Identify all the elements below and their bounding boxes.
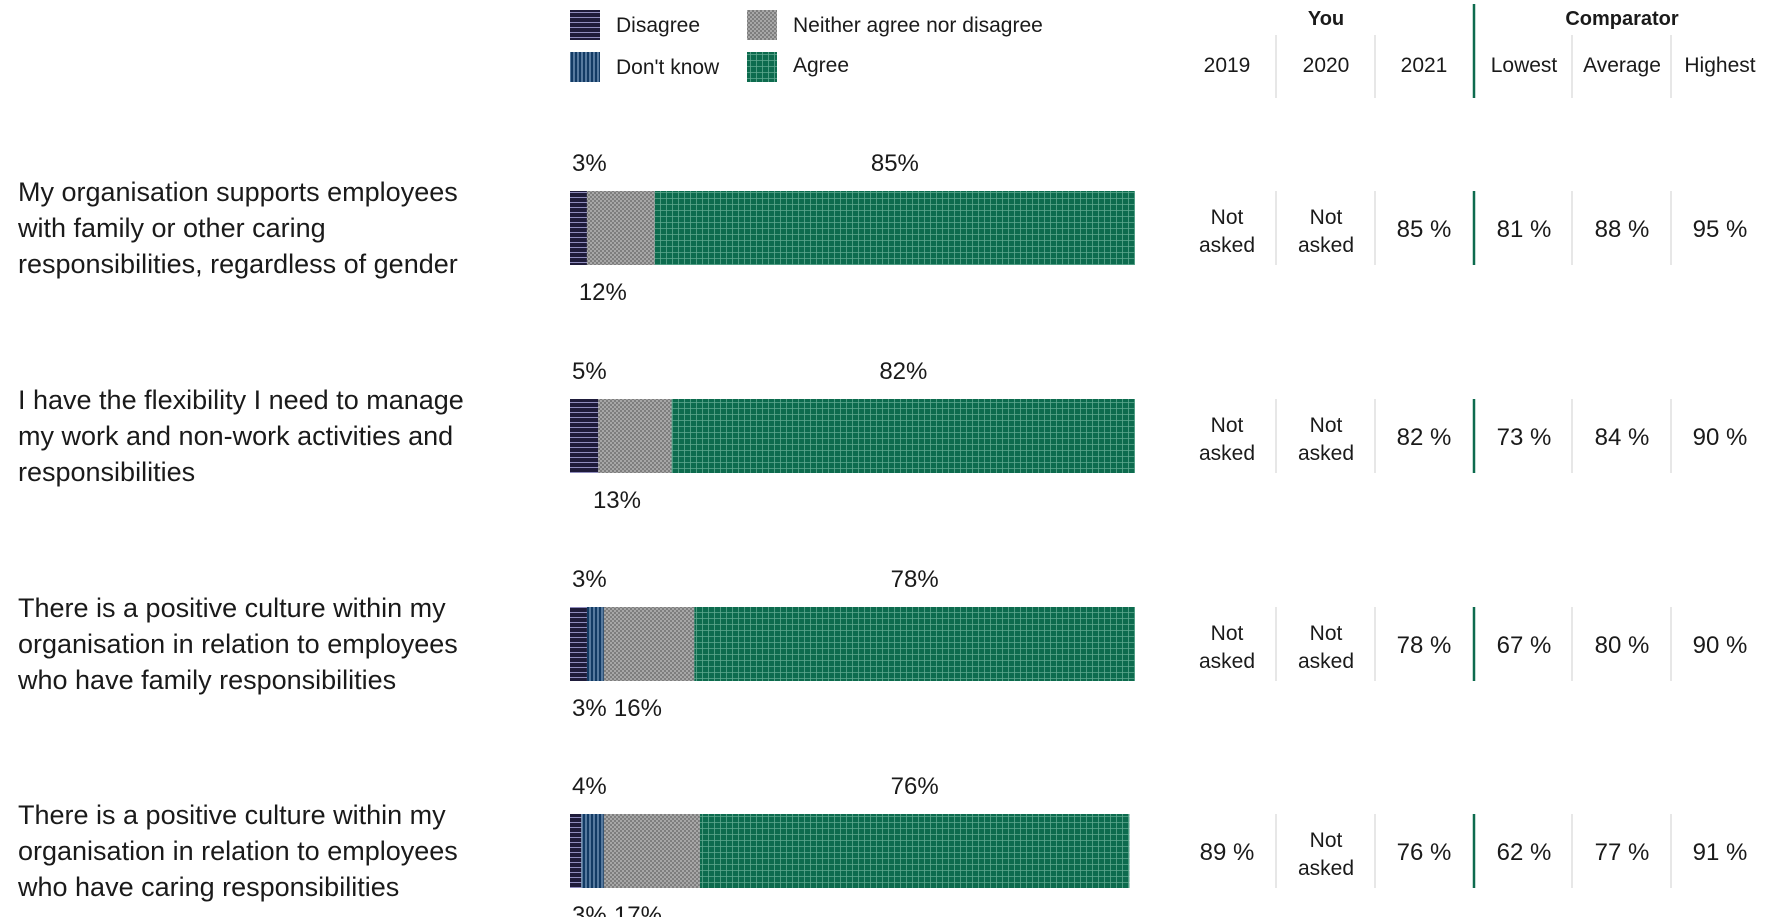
- data-label: 13%: [593, 487, 641, 514]
- bar-segment-disagree: [570, 814, 582, 888]
- table-cell: 90 %: [1693, 632, 1748, 659]
- question-label: my work and non-work activities and: [18, 421, 453, 451]
- table-cell: Not asked: [1298, 829, 1354, 880]
- question-label: who have family responsibilities: [17, 665, 396, 695]
- table-cell: Not asked: [1199, 622, 1255, 673]
- table-cell: Not asked: [1298, 414, 1354, 465]
- table-cell: 95 %: [1693, 216, 1748, 243]
- table-cell: 81 %: [1497, 216, 1552, 243]
- table-cell: 91 %: [1693, 839, 1748, 866]
- legend-swatch-disagree: [570, 10, 600, 40]
- bar-segment-dont-know: [586, 607, 604, 681]
- question-label: I have the flexibility I need to manage: [18, 385, 464, 415]
- question-label: organisation in relation to employees: [18, 629, 458, 659]
- table-cell: 88 %: [1595, 216, 1650, 243]
- table-cell: 67 %: [1497, 632, 1552, 659]
- bar-segment-neither: [603, 814, 700, 888]
- table-cell: 62 %: [1497, 839, 1552, 866]
- bar-segment-disagree: [570, 607, 587, 681]
- table-cell: 85 %: [1397, 216, 1452, 243]
- table-cell: 84 %: [1595, 424, 1650, 451]
- table-header: You Comparator 2019 2020 2021 Lowest Average Hi…: [1204, 4, 1756, 98]
- bar-segment-agree: [699, 814, 1130, 888]
- table-group-you: You: [1308, 8, 1344, 30]
- table-cell: 73 %: [1497, 424, 1552, 451]
- legend: Disagree Neither agree nor disagree Don't …: [570, 10, 1043, 82]
- legend-label-neither: Neither agree nor disagree: [793, 14, 1043, 37]
- table-cell: 80 %: [1595, 632, 1650, 659]
- data-label: 3%: [572, 695, 607, 722]
- table-cell: Not asked: [1199, 414, 1255, 465]
- data-label: 3%: [572, 566, 607, 593]
- legend-label-agree: Agree: [793, 54, 849, 77]
- bar-segment-agree: [694, 607, 1135, 681]
- legend-swatch-dont_know: [570, 52, 600, 82]
- table-cell: 90 %: [1693, 424, 1748, 451]
- table-cell: 76 %: [1397, 839, 1452, 866]
- table-cell: Not asked: [1298, 206, 1354, 257]
- data-label: 17%: [614, 902, 662, 917]
- bar-segment-disagree: [570, 399, 599, 473]
- legend-swatch-agree: [747, 52, 777, 82]
- data-label: 3%: [572, 150, 607, 177]
- data-label: 78%: [891, 566, 939, 593]
- data-label: 85%: [871, 150, 919, 177]
- question-label: responsibilities, regardless of gender: [18, 249, 458, 279]
- bar-segment-neither: [586, 191, 655, 265]
- data-label: 3%: [572, 902, 607, 917]
- chart-row: There is a positive culture within my org…: [17, 773, 1747, 917]
- table-cell: 82 %: [1397, 424, 1452, 451]
- chart-row: My organisation supports employees with f…: [17, 150, 1747, 306]
- bar-segment-neither: [603, 607, 695, 681]
- bar-segment-agree: [671, 399, 1135, 473]
- bar-segment-disagree: [570, 191, 587, 265]
- table-column-header: 2019: [1204, 54, 1251, 77]
- chart-rows: My organisation supports employees with f…: [17, 150, 1747, 917]
- question-label: responsibilities: [18, 457, 195, 487]
- question-label: organisation in relation to employees: [18, 836, 458, 866]
- table-cell: 78 %: [1397, 632, 1452, 659]
- bar-segment-agree: [654, 191, 1135, 265]
- data-label: 12%: [579, 279, 627, 306]
- data-label: 4%: [572, 773, 607, 800]
- question-label: There is a positive culture within my: [18, 593, 446, 623]
- table-group-comparator: Comparator: [1565, 8, 1679, 30]
- bar-segment-neither: [598, 399, 672, 473]
- data-label: 16%: [614, 695, 662, 722]
- table-cell: 89 %: [1200, 839, 1255, 866]
- legend-label-disagree: Disagree: [616, 14, 700, 37]
- question-label: with family or other caring: [17, 213, 326, 243]
- data-label: 76%: [891, 773, 939, 800]
- question-label: who have caring responsibilities: [17, 872, 399, 902]
- chart-row: I have the flexibility I need to manage m…: [18, 358, 1747, 514]
- question-label: There is a positive culture within my: [18, 800, 446, 830]
- table-column-header: Lowest: [1491, 54, 1558, 77]
- chart-row: There is a positive culture within my org…: [17, 566, 1747, 722]
- data-label: 5%: [572, 358, 607, 385]
- data-label: 82%: [879, 358, 927, 385]
- legend-label-dont_know: Don't know: [616, 56, 720, 79]
- table-cell: Not asked: [1199, 206, 1255, 257]
- question-label: My organisation supports employees: [18, 177, 458, 207]
- legend-swatch-neither: [747, 10, 777, 40]
- table-column-header: Highest: [1684, 54, 1755, 77]
- bar-segment-dont-know: [581, 814, 604, 888]
- table-column-header: 2021: [1401, 54, 1448, 77]
- table-column-header: Average: [1583, 54, 1661, 77]
- table-column-header: 2020: [1303, 54, 1350, 77]
- table-cell: Not asked: [1298, 622, 1354, 673]
- table-cell: 77 %: [1595, 839, 1650, 866]
